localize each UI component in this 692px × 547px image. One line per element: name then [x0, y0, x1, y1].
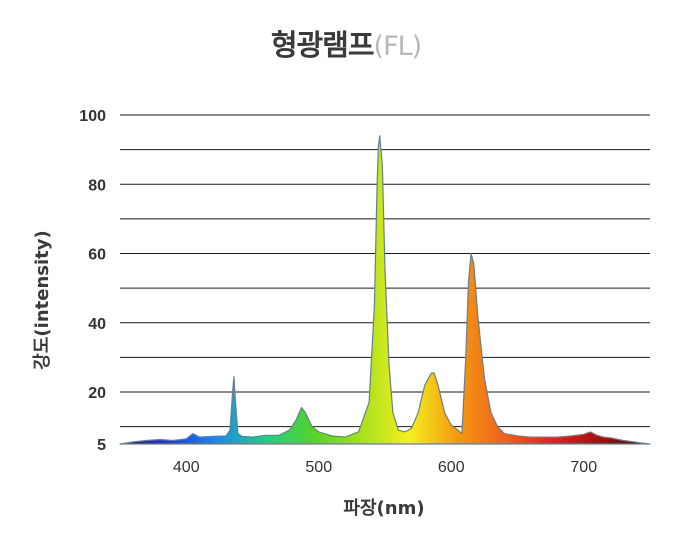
- y-tick-label: 20: [88, 385, 106, 402]
- spectrum-area-path: [119, 135, 651, 445]
- y-tick-label: 5: [97, 437, 106, 454]
- y-axis-ticks: 5 20 40 60 80 100: [79, 108, 106, 454]
- x-tick-label: 400: [173, 459, 200, 476]
- x-tick-label: 500: [305, 459, 332, 476]
- y-tick-label: 100: [79, 108, 106, 125]
- x-axis-ticks: 400 500 600 700: [173, 459, 597, 476]
- y-tick-label: 40: [88, 316, 106, 333]
- chart-title-block: 형광램프(FL): [0, 22, 692, 64]
- chart-title: 형광램프: [270, 28, 375, 62]
- y-tick-label: 80: [88, 177, 106, 194]
- chart-subtitle: (FL): [373, 31, 423, 62]
- x-axis-title: 파장(nm): [343, 498, 424, 519]
- y-axis-title: 강도(intensity): [32, 230, 53, 369]
- x-tick-label: 600: [438, 459, 465, 476]
- y-tick-label: 60: [88, 247, 106, 264]
- spectrum-area: [119, 135, 651, 445]
- x-tick-label: 700: [570, 459, 597, 476]
